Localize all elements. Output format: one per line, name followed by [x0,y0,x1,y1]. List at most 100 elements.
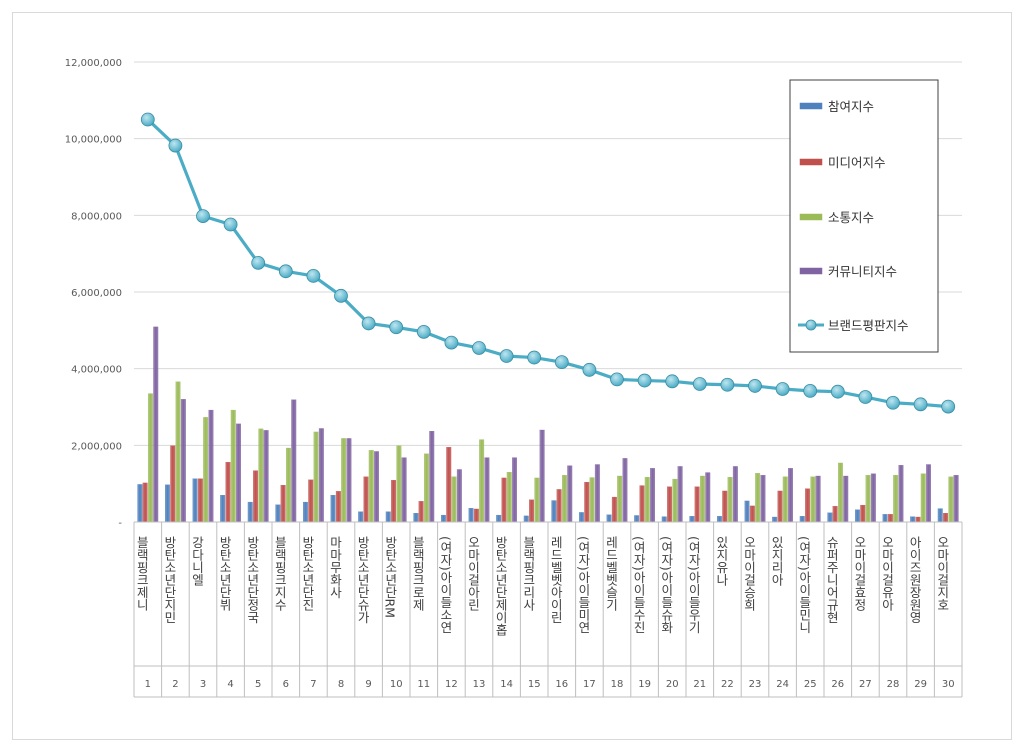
x-category-label: 강다니엘 [190,536,205,586]
bar-소통지수 [368,450,374,523]
x-rank-label: 20 [666,679,679,690]
bar-소통지수 [755,473,761,523]
bar-참여지수 [275,504,281,523]
bar-소통지수 [147,393,153,523]
bar-소통지수 [948,476,954,523]
bar-참여지수 [551,500,557,523]
bar-커뮤니티지수 [677,466,683,523]
x-category-label: 마마무화사 [328,536,343,599]
bar-소통지수 [562,475,567,523]
bar-참여지수 [192,478,198,523]
bar-미디어지수 [335,491,341,523]
bar-커뮤니티지수 [456,469,462,523]
x-category-label: 방탄소년단제이홉 [493,536,508,636]
bar-참여지수 [855,509,860,523]
bar-커뮤니티지수 [650,468,655,523]
x-rank-label: 24 [776,679,789,690]
bar-소통지수 [258,428,264,523]
bar-참여지수 [496,514,502,523]
line-point [416,324,431,339]
x-category-label: 방탄소년단진 [300,536,315,611]
bar-커뮤니티지수 [760,475,766,523]
bar-커뮤니티지수 [732,466,738,523]
line-point [196,209,210,224]
x-rank-label: 1 [145,679,151,690]
x-rank-label: 27 [859,679,872,690]
bar-커뮤니티지수 [622,458,628,523]
x-rank-label: 12 [445,679,458,690]
y-tick-label: 6,000,000 [71,288,122,299]
x-rank-label: 29 [914,679,927,690]
bar-커뮤니티지수 [208,409,214,523]
bar-참여지수 [440,514,446,523]
bar-미디어지수 [501,477,507,523]
bar-미디어지수 [253,470,258,523]
x-category-label: 블랙핑크로제 [410,536,425,611]
x-category-label: 슈퍼주니어규현 [824,536,839,624]
bar-미디어지수 [446,447,452,523]
bar-미디어지수 [639,485,645,523]
bar-미디어지수 [611,496,617,523]
bar-소통지수 [865,475,871,523]
line-point [168,138,183,153]
bar-커뮤니티지수 [429,430,435,523]
x-category-label: 방탄소년단RM [383,536,398,618]
bar-참여지수 [689,516,695,523]
bar-미디어지수 [556,489,562,523]
line-point [610,372,624,387]
x-rank-label: 9 [365,679,371,690]
x-category-label: 오마이걸아린 [466,536,481,611]
line-point [748,379,762,393]
x-rank-label: 14 [500,679,513,690]
bar-참여지수 [385,511,391,523]
y-axis-ticks: 12,000,000 10,000,000 8,000,000 6,000,000 4,… [65,58,123,529]
line-point [223,217,238,232]
bar-참여지수 [413,513,419,523]
bar-미디어지수 [170,445,176,523]
bar-참여지수 [772,516,778,523]
line-point [886,395,900,410]
bar-커뮤니티지수 [926,464,931,523]
y-tick-label: - [118,518,122,529]
line-point [858,390,873,404]
bar-커뮤니티지수 [539,429,545,523]
line-point [361,316,376,331]
line-point [665,374,680,389]
line-point [803,383,818,398]
bar-미디어지수 [418,501,424,523]
bar-참여지수 [799,516,805,523]
bar-소통지수 [644,476,650,523]
line-point [499,349,514,363]
bar-커뮤니티지수 [484,457,490,523]
bar-소통지수 [672,478,678,523]
x-category-label: (여자)아이들민니 [797,536,812,633]
bar-참여지수 [744,500,750,523]
bar-미디어지수 [860,504,866,523]
bar-커뮤니티지수 [870,473,876,523]
x-rank-label: 30 [942,679,955,690]
bar-소통지수 [810,476,816,523]
legend-swatch [799,267,823,275]
x-category-label: 있지유나 [714,536,729,586]
x-rank-label: 15 [528,679,541,690]
x-category-label: (여자)아이들미연 [576,536,591,633]
x-category-label: 방탄소년단슈가 [355,536,370,624]
bar-미디어지수 [363,476,369,523]
bar-참여지수 [220,495,226,523]
x-category-label: 방탄소년단뷔 [217,536,232,611]
y-tick-label: 10,000,000 [65,135,122,146]
x-category-label: (여자)아이들우기 [686,536,701,633]
line-point [941,399,956,414]
x-rank-label: 5 [255,679,261,690]
x-rank-label: 28 [887,679,900,690]
x-rank-label: 13 [473,679,486,690]
bar-커뮤니티지수 [153,326,159,523]
x-category-label: 있지리아 [769,536,784,586]
x-rank-label: 6 [283,679,289,690]
bar-소통지수 [700,475,705,523]
bar-커뮤니티지수 [180,399,186,523]
line-point [334,288,348,303]
bar-미디어지수 [667,486,672,523]
